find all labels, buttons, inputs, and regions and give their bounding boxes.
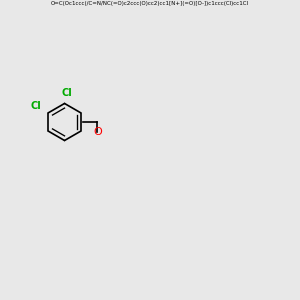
Title: O=C(Oc1ccc(/C=N/NC(=O)c2ccc(O)cc2)cc1[N+](=O)[O-])c1ccc(Cl)cc1Cl: O=C(Oc1ccc(/C=N/NC(=O)c2ccc(O)cc2)cc1[N+… (51, 2, 249, 6)
Text: Cl: Cl (62, 88, 73, 98)
Text: O: O (93, 127, 102, 137)
Text: Cl: Cl (31, 101, 41, 111)
